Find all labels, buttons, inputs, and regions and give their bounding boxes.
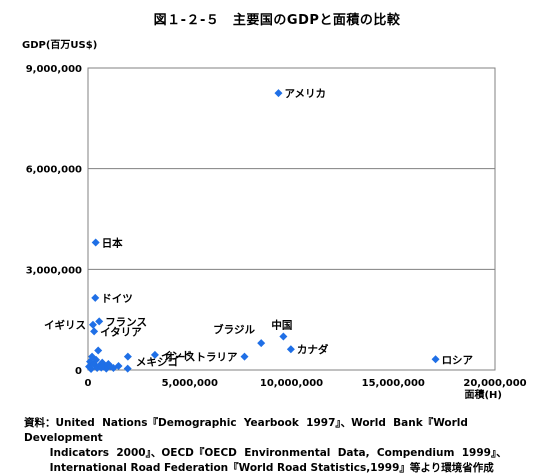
x-tick-label: 5,000,000 [162,378,218,389]
point-label: アメリカ [284,88,325,100]
point-label: ロシア [442,354,474,366]
x-axis-label: 面積(H) [464,388,502,401]
data-point [114,361,123,370]
data-point-ロシア [431,355,440,364]
y-tick-label: 3,000,000 [26,265,82,276]
data-point [92,355,101,364]
y-axis-label: GDP(百万US$) [22,39,97,51]
point-label: 中国 [271,318,292,331]
data-point-アメリカ [274,89,283,98]
point-label: メキシコ [136,357,178,369]
data-point-ドイツ [91,293,100,302]
data-point-インド [150,350,159,359]
gridlines [88,168,495,270]
data-point-日本 [91,238,100,247]
point-label: 日本 [102,236,123,249]
data-point [97,363,106,372]
data-point-フランス [95,317,104,326]
point-label: イタリア [100,326,142,338]
data-point-中国 [279,332,288,341]
x-tick-label: 15,000,000 [362,378,425,389]
point-label: イギリス [44,319,86,332]
data-point [87,364,96,373]
point-label: ドイツ [101,293,133,305]
source-note: 資料：United Nations『Demographic Yearbook 1… [24,417,507,474]
x-tick-labels: 0 5,000,000 10,000,000 15,000,000 20,000,000 [85,378,527,389]
data-points [85,89,440,373]
y-tick-labels: 0 3,000,000 6,000,000 9,000,000 [26,64,82,377]
data-point-メキシコ [123,352,132,361]
data-point-ブラジル [257,339,266,348]
data-point-イタリア [90,327,99,336]
y-tick-label: 9,000,000 [26,64,82,75]
point-label: オーストラリア [165,352,238,364]
y-tick-label: 6,000,000 [26,165,82,176]
data-point-イギリス [88,320,97,329]
x-tick-label: 10,000,000 [260,378,323,389]
point-label: ブラジル [213,323,255,336]
figure-title: 図１-２-５ 主要国のGDPと面積の比較 [153,13,401,28]
data-point [94,346,103,355]
y-tick-label: 0 [75,366,82,377]
data-point-オーストラリア [240,352,249,361]
data-point [123,364,132,373]
data-point-カナダ [286,345,295,354]
x-tick-label: 20,000,000 [463,378,526,389]
x-tick-label: 0 [85,378,92,389]
point-label: カナダ [297,343,329,356]
point-label: インド [161,350,193,362]
point-label: フランス [105,316,147,328]
plot-frame [87,67,496,371]
